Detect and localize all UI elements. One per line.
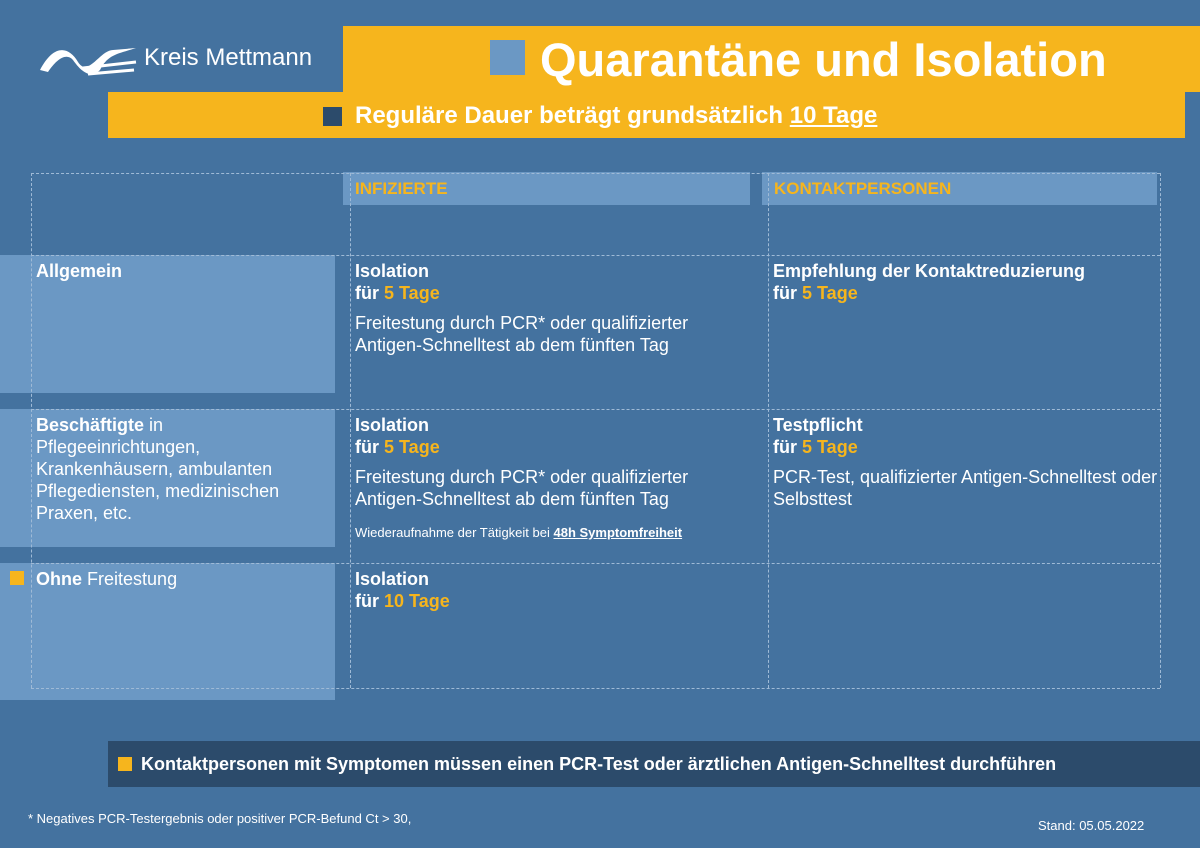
cell-for: für: [773, 437, 797, 457]
cell-duration: 5 Tage: [802, 437, 858, 457]
cell-text: Freitestung durch PCR* oder qualifiziert…: [355, 467, 689, 509]
logo-text: Kreis Mettmann: [144, 44, 313, 71]
subtitle-highlight: 10 Tage: [789, 102, 878, 129]
cell: Testpflicht für 5 Tage PCR-Test, qualifi…: [773, 414, 1158, 510]
title-square: [490, 40, 525, 75]
cell: Isolation für 5 Tage Freitestung durch P…: [355, 260, 755, 356]
cell: Isolation für 5 Tage Freitestung durch P…: [355, 414, 755, 544]
cell-duration: 10 Tage: [384, 591, 450, 611]
title: Quarantäne und Isolation: [540, 33, 1107, 86]
row-label: Beschäftigte in Pflegeeinrichtungen, Kra…: [36, 414, 321, 524]
grid-line: [31, 173, 32, 688]
label-bold: Allgemein: [36, 261, 123, 281]
grid-line: [31, 255, 1160, 256]
grid-line: [31, 563, 1160, 564]
subtitle-band: [108, 92, 1185, 138]
note: Kontaktpersonen mit Symptomen müssen ein…: [141, 754, 1057, 774]
note-bar: [108, 741, 1200, 787]
cell: Isolation für 10 Tage: [355, 568, 755, 612]
cell-heading: Isolation: [355, 415, 430, 435]
cell-heading: Isolation: [355, 569, 430, 589]
label-bold: Beschäftigte: [36, 415, 145, 435]
cell-text: Freitestung durch PCR* oder qualifiziert…: [355, 313, 689, 355]
cell: Empfehlung der Kontaktreduzierung für 5 …: [773, 260, 1158, 304]
column-header: INFIZIERTE: [343, 172, 750, 205]
cell-heading: Isolation: [355, 261, 430, 281]
grid-line: [768, 173, 769, 688]
subtitle-text: Reguläre Dauer beträgt grundsätzlich: [355, 102, 784, 129]
cell-duration: 5 Tage: [384, 283, 440, 303]
cell-extra-link: 48h Symptomfreiheit: [553, 525, 683, 540]
cell-for: für: [355, 437, 379, 457]
row-marker: [10, 571, 24, 585]
grid-line: [31, 173, 1160, 174]
grid-line: [31, 688, 1160, 689]
title-band: [343, 26, 1200, 92]
cell-for: für: [773, 283, 797, 303]
cell-duration: 5 Tage: [802, 283, 858, 303]
footnote: * Negatives PCR-Testergebnis oder positi…: [28, 811, 412, 826]
column-header: KONTAKTPERSONEN: [762, 172, 1157, 205]
label-bold: Ohne: [36, 569, 83, 589]
row-label: Ohne Freitestung: [36, 568, 326, 590]
row-label: Allgemein: [36, 260, 326, 282]
cell-heading: Testpflicht: [773, 415, 863, 435]
cell-for: für: [355, 283, 379, 303]
cell-duration: 5 Tage: [384, 437, 440, 457]
cell-extra: Wiederaufnahme der Tätigkeit bei: [355, 525, 550, 540]
row-panel: [0, 563, 335, 700]
grid-line: [350, 173, 351, 688]
cell-heading: Empfehlung der Kontaktreduzierung: [773, 261, 1086, 281]
cell-text: PCR-Test, qualifizierter Antigen-Schnell…: [773, 467, 1158, 509]
logo-mark: [40, 48, 137, 76]
row-panel: [0, 255, 335, 393]
grid-line: [1160, 173, 1161, 688]
subtitle-square: [323, 107, 342, 126]
subtitle: Reguläre Dauer beträgt grundsätzlich 10 …: [355, 102, 877, 130]
note-marker: [118, 757, 132, 771]
date: Stand: 05.05.2022: [1038, 818, 1145, 833]
grid-line: [31, 409, 1160, 410]
label-rest: Freitestung: [87, 569, 178, 589]
row-panel: [0, 409, 335, 547]
cell-for: für: [355, 591, 379, 611]
label-rest: in Pflegeeinrichtungen, Krankenhäusern, …: [36, 415, 280, 523]
